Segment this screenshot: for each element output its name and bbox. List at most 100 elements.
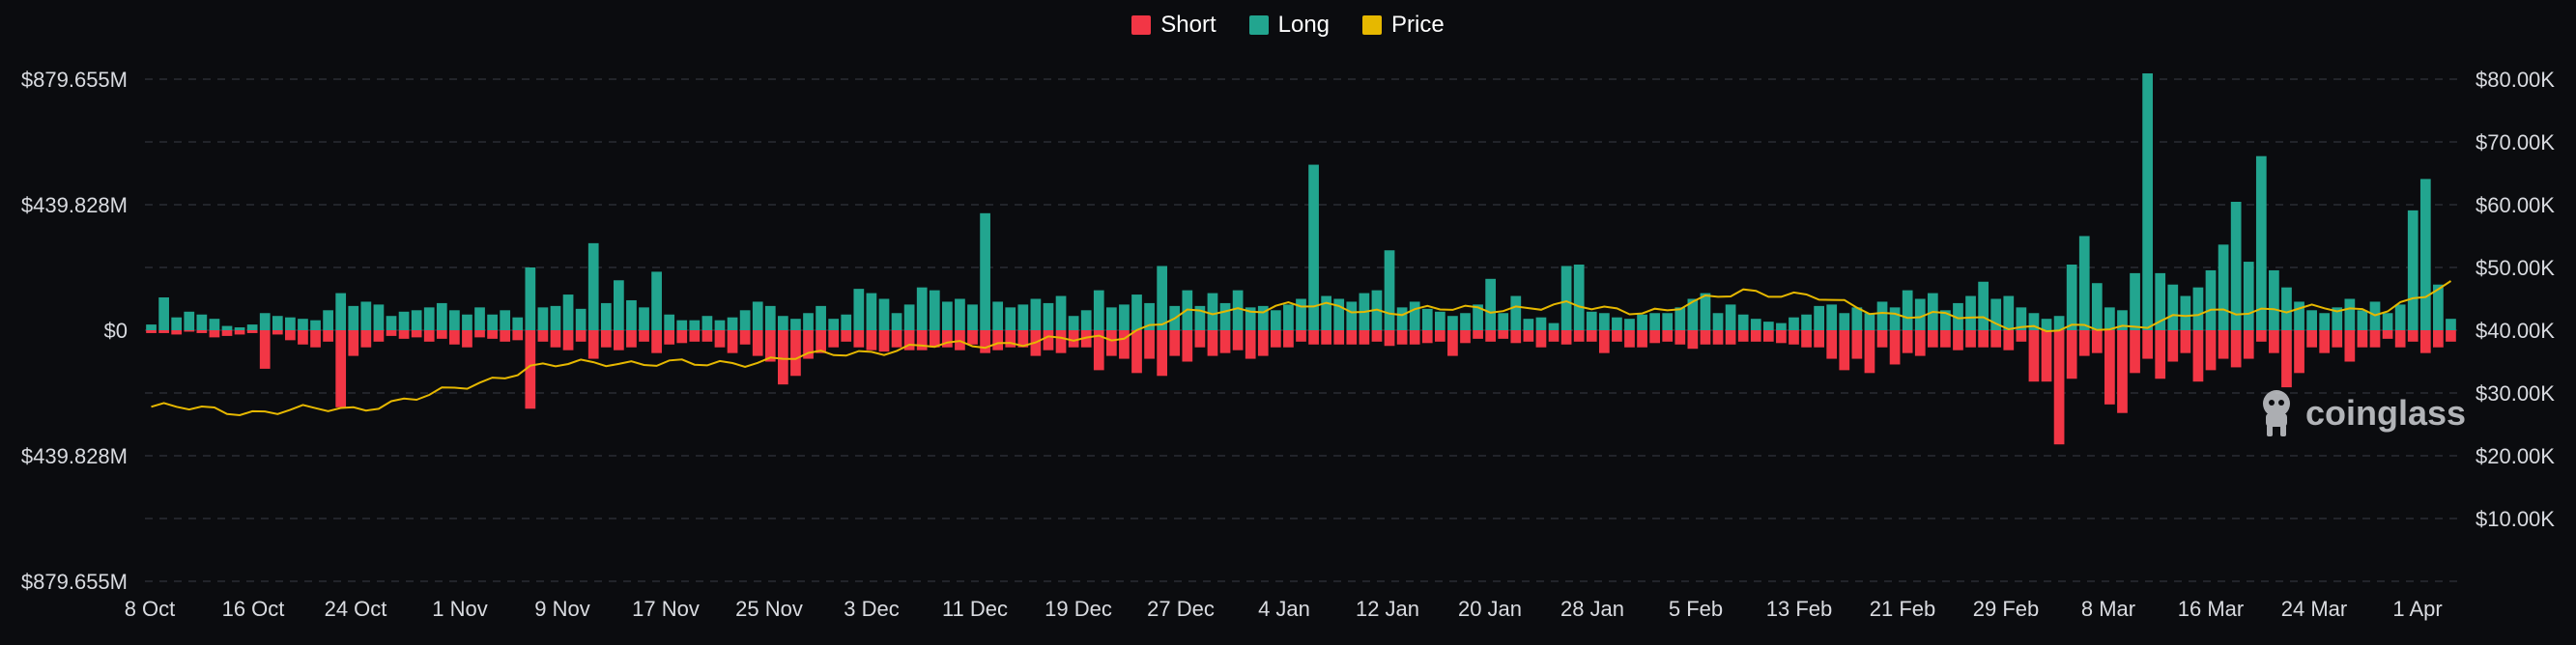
long-bar[interactable]	[1586, 311, 1597, 330]
long-bar[interactable]	[221, 325, 233, 330]
long-bar[interactable]	[790, 319, 801, 330]
long-bar[interactable]	[2218, 244, 2229, 330]
short-bar[interactable]	[1560, 330, 1572, 345]
long-bar[interactable]	[2130, 272, 2140, 330]
long-bar[interactable]	[1333, 298, 1345, 330]
short-bar[interactable]	[146, 330, 157, 333]
long-bar[interactable]	[2433, 284, 2444, 330]
short-bar[interactable]	[2382, 330, 2393, 339]
short-bar[interactable]	[2078, 330, 2090, 356]
long-bar[interactable]	[941, 301, 953, 330]
long-bar[interactable]	[436, 302, 447, 330]
long-bar[interactable]	[449, 310, 460, 330]
long-bar[interactable]	[285, 317, 296, 330]
short-bar[interactable]	[2433, 330, 2444, 348]
long-bar[interactable]	[146, 324, 157, 330]
long-bar[interactable]	[1409, 301, 1420, 330]
short-bar[interactable]	[1814, 330, 1824, 348]
short-bar[interactable]	[285, 330, 296, 341]
long-bar[interactable]	[600, 302, 612, 330]
short-bar[interactable]	[891, 330, 902, 348]
short-bar[interactable]	[1017, 330, 1029, 348]
short-bar[interactable]	[1801, 330, 1812, 348]
long-bar[interactable]	[739, 310, 751, 330]
short-bar[interactable]	[752, 330, 763, 356]
short-bar[interactable]	[1005, 330, 1016, 348]
short-bar[interactable]	[1864, 330, 1875, 374]
short-bar[interactable]	[2167, 330, 2179, 362]
short-bar[interactable]	[778, 330, 788, 385]
short-bar[interactable]	[1219, 330, 1231, 353]
long-bar[interactable]	[259, 313, 271, 330]
short-bar[interactable]	[2180, 330, 2191, 353]
long-bar[interactable]	[626, 299, 637, 330]
short-bar[interactable]	[2155, 330, 2166, 379]
short-bar[interactable]	[1876, 330, 1888, 348]
long-bar[interactable]	[1737, 314, 1749, 330]
long-bar[interactable]	[676, 320, 688, 330]
short-bar[interactable]	[689, 330, 701, 342]
long-bar[interactable]	[1119, 304, 1130, 330]
long-bar[interactable]	[778, 316, 788, 330]
long-bar[interactable]	[1776, 322, 1787, 330]
long-bar[interactable]	[967, 304, 978, 330]
short-bar[interactable]	[1649, 330, 1661, 344]
long-bar[interactable]	[1687, 298, 1699, 330]
short-bar[interactable]	[2306, 330, 2317, 348]
short-bar[interactable]	[1245, 330, 1256, 359]
short-bar[interactable]	[1473, 330, 1483, 339]
short-bar[interactable]	[1978, 330, 1989, 348]
long-bar[interactable]	[1460, 313, 1471, 330]
short-bar[interactable]	[1498, 330, 1509, 339]
long-bar[interactable]	[512, 317, 524, 330]
long-bar[interactable]	[764, 305, 776, 330]
long-bar[interactable]	[373, 304, 385, 330]
long-bar[interactable]	[816, 305, 826, 330]
long-bar[interactable]	[2167, 284, 2179, 330]
long-bar[interactable]	[1700, 293, 1711, 330]
long-bar[interactable]	[2028, 313, 2040, 330]
short-bar[interactable]	[2205, 330, 2217, 371]
short-bar[interactable]	[1687, 330, 1699, 350]
long-bar[interactable]	[1598, 313, 1610, 330]
long-bar[interactable]	[1346, 301, 1358, 330]
long-bar[interactable]	[828, 319, 840, 330]
short-bar[interactable]	[2357, 330, 2368, 348]
short-bar[interactable]	[246, 330, 258, 333]
short-bar[interactable]	[348, 330, 359, 356]
long-bar[interactable]	[664, 314, 675, 330]
short-bar[interactable]	[1105, 330, 1117, 356]
short-bar[interactable]	[853, 330, 865, 348]
long-bar[interactable]	[335, 293, 347, 330]
short-bar[interactable]	[1384, 330, 1395, 347]
short-bar[interactable]	[1447, 330, 1458, 356]
short-bar[interactable]	[714, 330, 726, 348]
long-bar[interactable]	[1384, 250, 1395, 330]
long-bar[interactable]	[2243, 262, 2254, 330]
short-bar[interactable]	[1169, 330, 1181, 356]
long-bar[interactable]	[853, 289, 865, 330]
long-bar[interactable]	[1889, 307, 1901, 330]
short-bar[interactable]	[171, 330, 183, 335]
short-bar[interactable]	[2053, 330, 2065, 445]
short-bar[interactable]	[2230, 330, 2242, 368]
short-bar[interactable]	[2218, 330, 2229, 359]
short-bar[interactable]	[335, 330, 347, 407]
long-bar[interactable]	[2142, 72, 2153, 330]
long-bar[interactable]	[878, 298, 890, 330]
long-bar[interactable]	[614, 280, 624, 330]
long-bar[interactable]	[1851, 307, 1863, 330]
short-bar[interactable]	[941, 330, 953, 348]
short-bar[interactable]	[1586, 330, 1597, 342]
long-bar[interactable]	[386, 316, 397, 330]
short-bar[interactable]	[980, 330, 990, 353]
long-bar[interactable]	[323, 310, 333, 330]
long-bar[interactable]	[1270, 310, 1281, 330]
short-bar[interactable]	[2117, 330, 2128, 413]
short-bar[interactable]	[323, 330, 333, 342]
short-bar[interactable]	[1839, 330, 1850, 371]
short-bar[interactable]	[676, 330, 688, 344]
short-bar[interactable]	[1119, 330, 1130, 359]
long-bar[interactable]	[866, 293, 877, 330]
short-bar[interactable]	[1308, 330, 1319, 345]
